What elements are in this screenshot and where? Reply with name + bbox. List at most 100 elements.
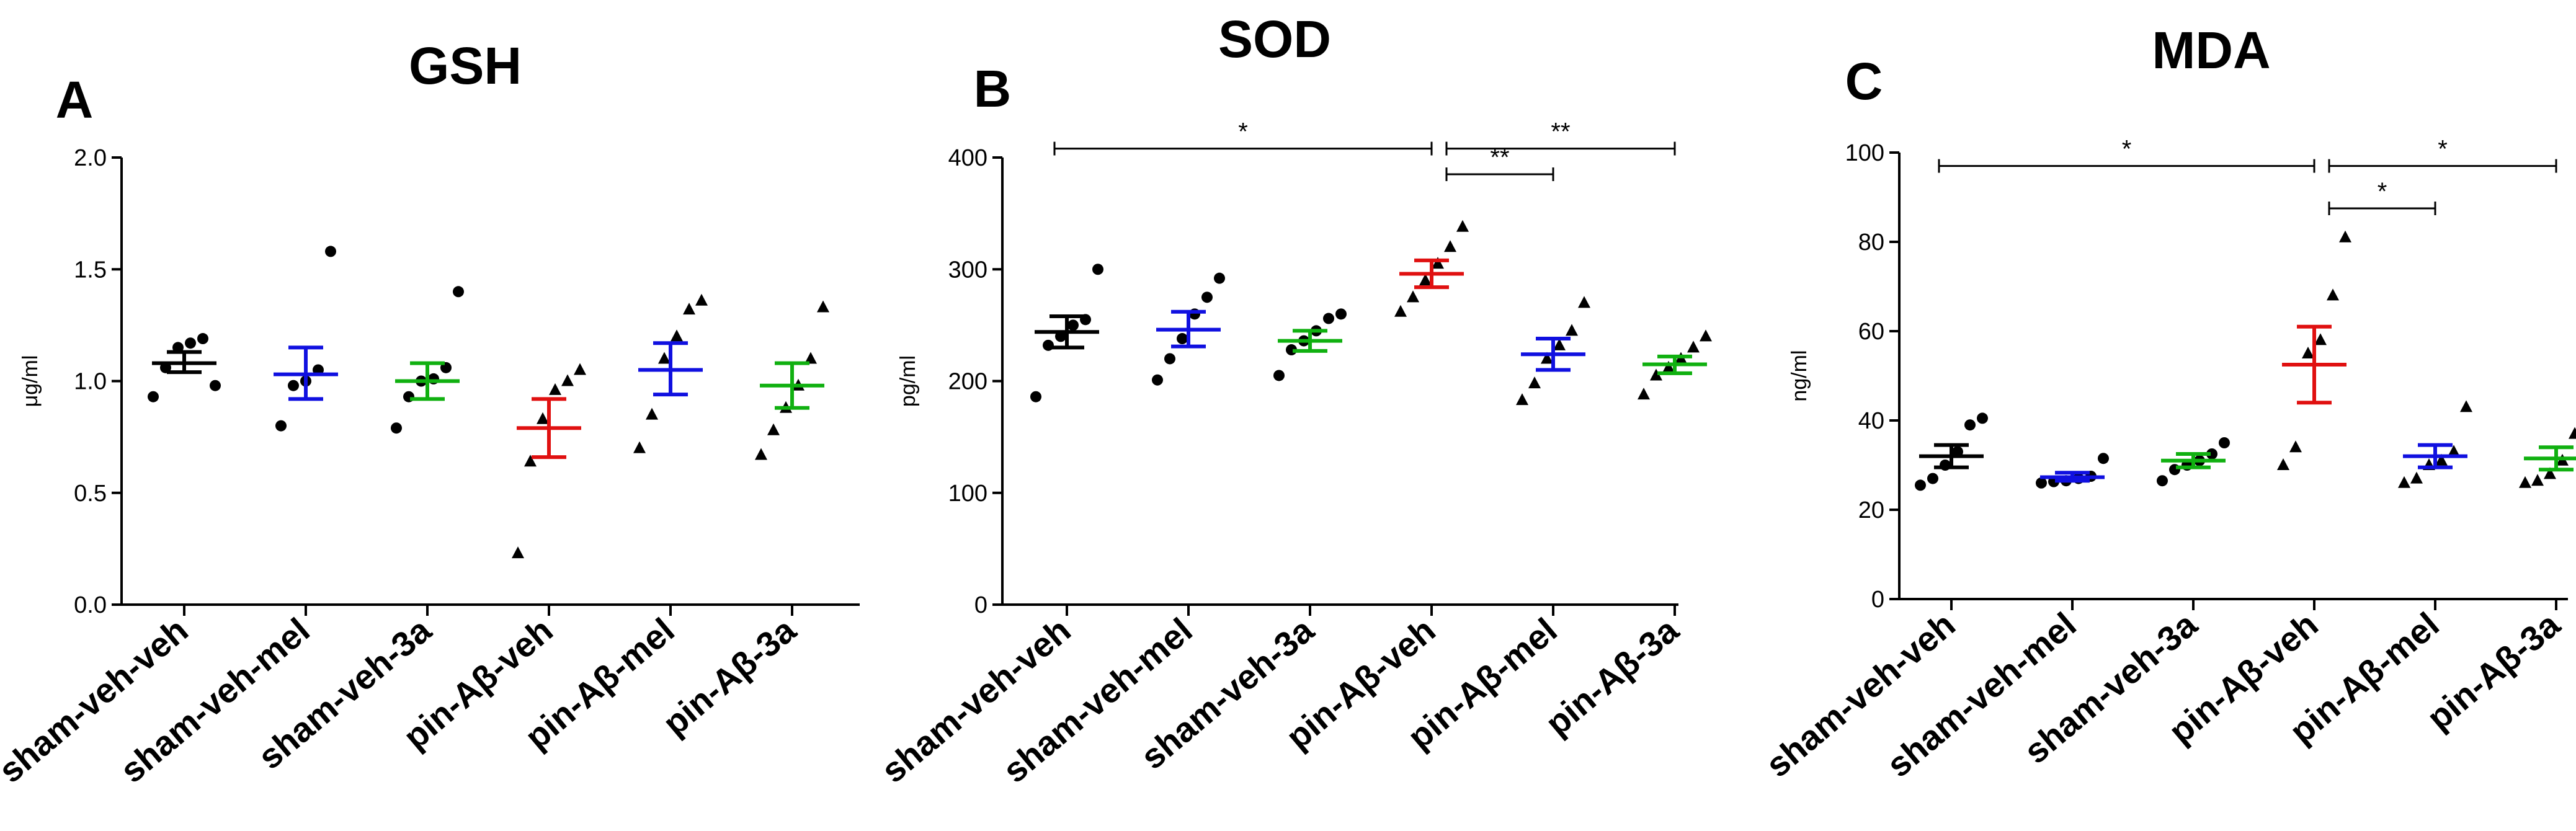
panel-b-data-point bbox=[1214, 272, 1225, 284]
panel-a-data-point bbox=[817, 300, 829, 313]
panel-b-data-point bbox=[1323, 313, 1334, 324]
panel-c-data-point bbox=[2302, 347, 2314, 358]
panel-b-letter: B bbox=[974, 60, 1012, 118]
panel-b-data-point bbox=[1335, 308, 1347, 320]
panel-a-y-tick-label: 0.5 bbox=[74, 481, 107, 507]
panel-b-y-axis-label: pg/ml bbox=[896, 355, 920, 407]
panel-c-data-point bbox=[2327, 288, 2339, 301]
panel-a-data-point bbox=[537, 412, 549, 424]
panel-c-y-tick-label: 100 bbox=[1845, 140, 1884, 166]
panel-b-sig-label: ** bbox=[1490, 144, 1509, 171]
panel-c-data-point bbox=[1915, 479, 1926, 491]
panel-a-data-point bbox=[574, 363, 586, 375]
panel-a-data-point bbox=[804, 352, 817, 364]
panel-b-sig-label: * bbox=[1238, 118, 1248, 146]
panel-c-sig-label: * bbox=[2378, 178, 2387, 205]
panel-b-sig-label: ** bbox=[1551, 118, 1570, 146]
panel-a-data-point bbox=[275, 420, 287, 432]
panel-c-data-point bbox=[2531, 474, 2544, 486]
panel-c-data-point bbox=[2157, 475, 2168, 487]
panel-c-data-point bbox=[2544, 467, 2556, 479]
panel-c-data-point bbox=[2339, 230, 2351, 242]
panel-a-data-point bbox=[755, 448, 767, 460]
panel-c-y-axis-label: ng/ml bbox=[1788, 350, 1811, 401]
panel-b-data-point bbox=[1516, 393, 1528, 406]
panel-c-x-tick-label: pin-Aβ-3a bbox=[2419, 604, 2567, 737]
panel-b-data-point bbox=[1456, 220, 1469, 232]
panel-a-data-point bbox=[671, 329, 683, 342]
panel-a-x-tick-label: pin-Aβ-3a bbox=[655, 610, 803, 743]
panel-b-data-point bbox=[1030, 391, 1041, 402]
panel-a-data-point bbox=[512, 546, 524, 559]
panel-b-x-tick-label: pin-Aβ-3a bbox=[1538, 610, 1686, 743]
panel-c-y-tick-label: 0 bbox=[1871, 587, 1884, 613]
panel-c-data-point bbox=[2219, 437, 2230, 448]
panel-c-data-point bbox=[2569, 427, 2576, 439]
panel-b-data-point bbox=[1638, 388, 1650, 400]
panel-c-data-point bbox=[2289, 440, 2302, 453]
panel-c-data-point bbox=[2519, 476, 2531, 488]
panel-b-y-tick-label: 300 bbox=[948, 257, 987, 283]
panel-a-data-point bbox=[325, 246, 336, 257]
panel-b-data-point bbox=[1687, 340, 1700, 353]
panel-b-data-point bbox=[1650, 368, 1662, 381]
panel-c-data-point bbox=[2448, 445, 2460, 457]
panel-c-sig-label: * bbox=[2122, 136, 2132, 163]
panel-c-data-point bbox=[2277, 458, 2289, 470]
panel-c-data-point bbox=[2410, 471, 2423, 484]
panel-a-y-axis-label: μg/ml bbox=[19, 355, 42, 407]
panel-a-data-point bbox=[549, 383, 561, 395]
panel-a-data-point bbox=[524, 455, 537, 467]
panel-c-y-tick-label: 80 bbox=[1858, 229, 1884, 256]
panel-a: GSH A μg/ml 0.00.51.01.52.0sham-veh-vehs… bbox=[0, 37, 860, 790]
panel-c-y-tick-label: 40 bbox=[1858, 408, 1884, 434]
panel-b-data-point bbox=[1419, 273, 1432, 286]
panel-b-y-tick-label: 100 bbox=[948, 481, 987, 507]
panel-c-data-point bbox=[2460, 400, 2472, 412]
panel-c-title: MDA bbox=[2152, 21, 2270, 79]
panel-b-data-point bbox=[1067, 319, 1079, 331]
panel-a-data-point bbox=[148, 391, 159, 402]
panel-a-data-point bbox=[646, 407, 658, 420]
panel-a-data-point bbox=[197, 333, 208, 345]
panel-c-data-point bbox=[2435, 453, 2448, 466]
panel-c-data-point bbox=[1927, 473, 1938, 484]
panel-b-data-point bbox=[1152, 374, 1163, 386]
panel-c-data-point bbox=[2206, 448, 2217, 460]
panel-b-data-point bbox=[1566, 324, 1578, 336]
panel-b-data-point bbox=[1092, 264, 1103, 275]
panel-b-data-point bbox=[1444, 240, 1456, 252]
panel-b-data-point bbox=[1407, 290, 1419, 303]
panel-b-data-point bbox=[1164, 353, 1175, 365]
panel-a-data-point bbox=[561, 374, 574, 386]
panel-b-data-point bbox=[1394, 304, 1407, 317]
panel-a-data-point bbox=[658, 352, 671, 364]
panel-c-data-point bbox=[1977, 412, 1988, 424]
panel-b-data-point bbox=[1700, 329, 1712, 342]
panel-c-data-point bbox=[2036, 477, 2047, 489]
panel-b-data-point bbox=[1578, 296, 1590, 308]
panel-a-data-point bbox=[453, 286, 464, 298]
panel-b: SOD B pg/ml 0100200300400sham-veh-vehsha… bbox=[874, 10, 1712, 790]
panel-a-data-point bbox=[391, 422, 402, 434]
panel-a-data-point bbox=[695, 293, 708, 306]
panel-b-y-tick-label: 400 bbox=[948, 145, 987, 171]
panel-a-y-tick-label: 1.0 bbox=[74, 369, 107, 395]
panel-a-data-point bbox=[185, 337, 196, 349]
panel-a-data-point bbox=[767, 423, 780, 435]
panel-a-y-tick-label: 1.5 bbox=[74, 257, 107, 283]
panel-c: MDA C ng/ml 020406080100sham-veh-vehsham… bbox=[1758, 21, 2576, 784]
panel-b-data-point bbox=[1528, 376, 1541, 389]
panel-b-data-point bbox=[1541, 352, 1553, 364]
panel-a-letter: A bbox=[56, 71, 94, 129]
panel-a-data-point bbox=[683, 303, 695, 315]
panel-b-data-point bbox=[1553, 338, 1566, 350]
panel-b-y-tick-label: 200 bbox=[948, 369, 987, 395]
panel-b-title: SOD bbox=[1218, 10, 1331, 68]
panel-a-title: GSH bbox=[409, 37, 522, 95]
panel-c-letter: C bbox=[1845, 52, 1883, 110]
panel-a-data-point bbox=[633, 441, 646, 453]
panel-a-data-point bbox=[288, 380, 299, 391]
panel-c-data-point bbox=[2098, 453, 2109, 464]
